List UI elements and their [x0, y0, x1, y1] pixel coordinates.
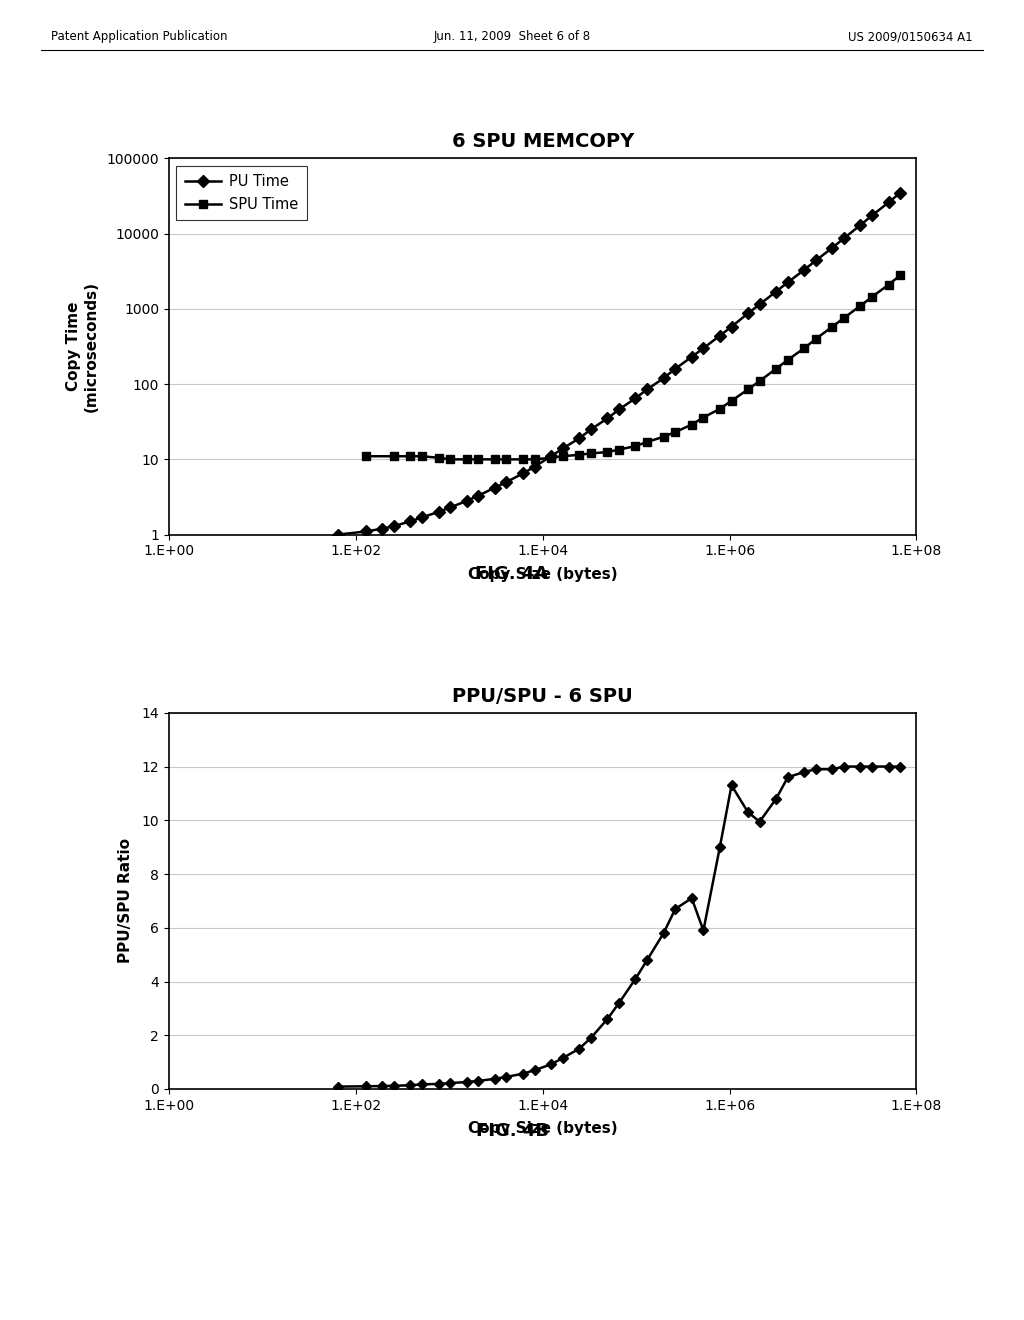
PU Time — [432, 504, 444, 520]
PU Time — [770, 284, 782, 300]
Title: PPU/SPU - 6 SPU: PPU/SPU - 6 SPU — [453, 686, 633, 706]
PU Time — [838, 230, 850, 246]
SPU Time — [404, 449, 417, 465]
PU Time — [669, 360, 681, 376]
PU Time — [528, 459, 541, 475]
Y-axis label: Copy Time
(microseconds): Copy Time (microseconds) — [66, 281, 98, 412]
SPU Time — [781, 352, 794, 368]
SPU Time — [585, 445, 597, 461]
SPU Time — [545, 450, 557, 466]
PU Time — [894, 185, 906, 201]
SPU Time — [866, 289, 879, 305]
SPU Time — [770, 360, 782, 376]
SPU Time — [359, 449, 372, 465]
Line: PU Time: PU Time — [334, 189, 904, 539]
SPU Time — [388, 449, 400, 465]
PU Time — [444, 499, 457, 515]
PU Time — [416, 510, 428, 525]
PU Time — [725, 318, 737, 334]
SPU Time — [894, 268, 906, 284]
SPU Time — [741, 381, 754, 397]
SPU Time — [669, 424, 681, 440]
PU Time — [601, 411, 613, 426]
SPU Time — [826, 318, 839, 334]
PU Time — [754, 297, 766, 313]
SPU Time — [416, 449, 428, 465]
SPU Time — [883, 277, 895, 293]
SPU Time — [714, 401, 726, 417]
SPU Time — [601, 444, 613, 459]
PU Time — [697, 341, 710, 356]
SPU Time — [444, 451, 457, 467]
Text: US 2009/0150634 A1: US 2009/0150634 A1 — [848, 30, 973, 44]
PU Time — [545, 449, 557, 465]
SPU Time — [838, 310, 850, 326]
SPU Time — [810, 331, 822, 347]
SPU Time — [630, 438, 642, 454]
PU Time — [641, 381, 653, 397]
PU Time — [461, 494, 473, 510]
PU Time — [613, 401, 626, 417]
SPU Time — [613, 442, 626, 458]
Text: FIG. 4B: FIG. 4B — [475, 1122, 549, 1140]
PU Time — [798, 261, 810, 277]
SPU Time — [686, 417, 698, 433]
PU Time — [573, 430, 586, 446]
SPU Time — [488, 451, 501, 467]
PU Time — [854, 218, 866, 234]
Title: 6 SPU MEMCOPY: 6 SPU MEMCOPY — [452, 132, 634, 152]
PU Time — [781, 275, 794, 290]
SPU Time — [697, 409, 710, 425]
PU Time — [741, 305, 754, 321]
SPU Time — [754, 374, 766, 389]
SPU Time — [432, 450, 444, 466]
SPU Time — [854, 298, 866, 314]
PU Time — [810, 252, 822, 268]
X-axis label: Copy Size (bytes): Copy Size (bytes) — [468, 566, 617, 582]
PU Time — [359, 524, 372, 540]
PU Time — [714, 327, 726, 343]
SPU Time — [657, 429, 670, 445]
PU Time — [657, 370, 670, 385]
SPU Time — [798, 341, 810, 356]
SPU Time — [573, 447, 586, 463]
PU Time — [501, 474, 513, 490]
SPU Time — [461, 451, 473, 467]
Text: FIG. 4A: FIG. 4A — [475, 565, 549, 583]
PU Time — [404, 513, 417, 529]
SPU Time — [641, 434, 653, 450]
Line: SPU Time: SPU Time — [361, 271, 904, 463]
SPU Time — [528, 451, 541, 467]
Legend: PU Time, SPU Time: PU Time, SPU Time — [176, 166, 307, 220]
SPU Time — [517, 451, 529, 467]
PU Time — [883, 194, 895, 210]
Text: Jun. 11, 2009  Sheet 6 of 8: Jun. 11, 2009 Sheet 6 of 8 — [433, 30, 591, 44]
PU Time — [585, 421, 597, 437]
PU Time — [630, 391, 642, 407]
PU Time — [517, 466, 529, 482]
PU Time — [488, 479, 501, 495]
X-axis label: Copy Size (bytes): Copy Size (bytes) — [468, 1121, 617, 1137]
PU Time — [686, 348, 698, 364]
PU Time — [376, 520, 388, 536]
PU Time — [826, 240, 839, 256]
PU Time — [388, 519, 400, 535]
SPU Time — [557, 449, 569, 465]
SPU Time — [472, 451, 484, 467]
PU Time — [332, 527, 344, 543]
PU Time — [557, 441, 569, 457]
SPU Time — [725, 393, 737, 409]
Y-axis label: PPU/SPU Ratio: PPU/SPU Ratio — [119, 838, 133, 964]
PU Time — [866, 207, 879, 223]
Text: Patent Application Publication: Patent Application Publication — [51, 30, 227, 44]
PU Time — [472, 487, 484, 503]
SPU Time — [501, 451, 513, 467]
